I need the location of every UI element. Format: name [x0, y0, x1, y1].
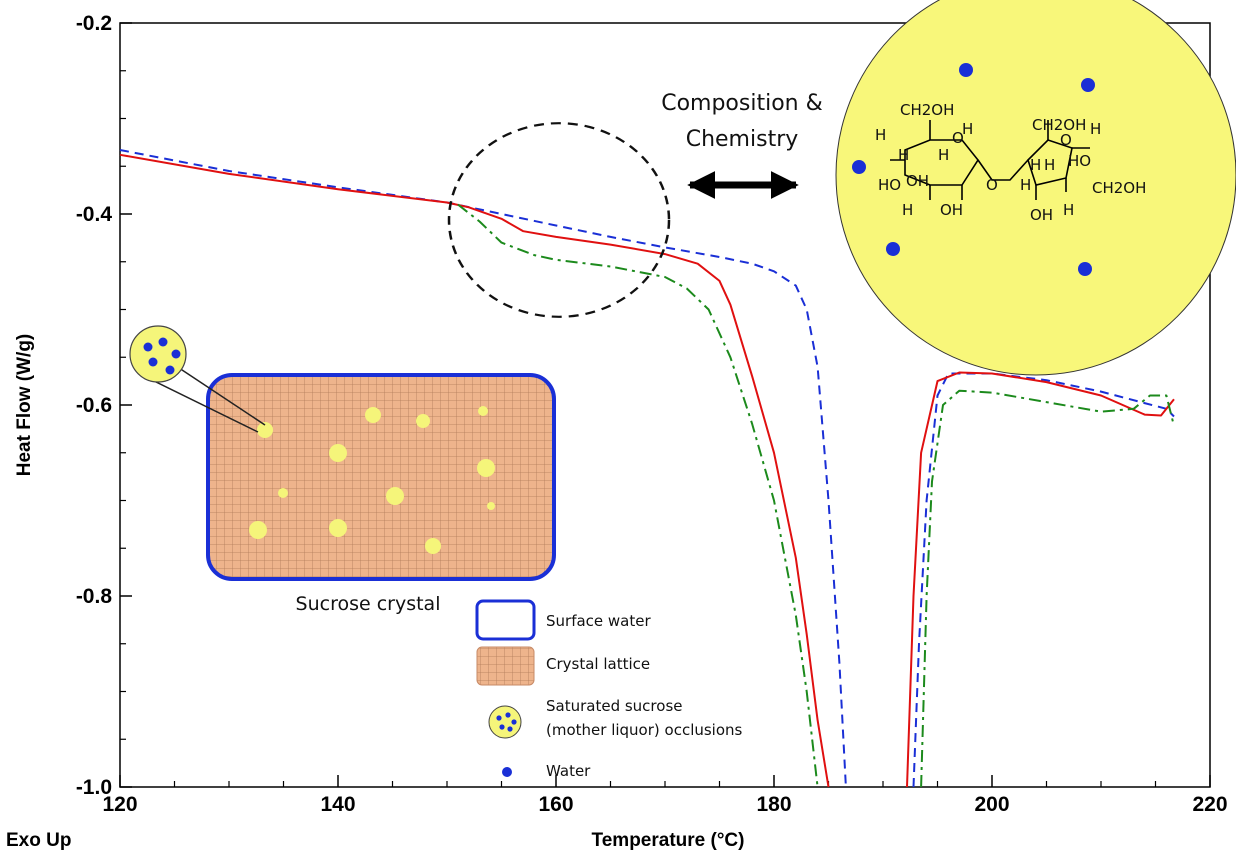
molecule-label: OH	[940, 201, 963, 219]
zoom-line	[166, 359, 266, 426]
molecule-label: H	[962, 120, 973, 138]
sucrose-molecule: CH2OH CH2OH CH2OH H H H H H H H OH OH OH…	[835, 0, 1236, 376]
molecule-label: H	[898, 146, 909, 164]
water-dot-icon	[505, 712, 511, 718]
sucrose-crystal-label: Sucrose crystal	[296, 593, 441, 615]
molecule-label: O	[952, 129, 964, 147]
water-molecule-icon	[886, 242, 900, 256]
sucrose-crystal-inset: Sucrose crystal	[129, 325, 556, 615]
water-dot-icon	[158, 337, 168, 347]
molecule-label: H	[1020, 176, 1031, 194]
x-axis-title: Temperature (°C)	[592, 830, 745, 851]
water-dot-icon	[148, 357, 158, 367]
occlusion-circle	[257, 422, 273, 438]
water-dot-icon	[165, 365, 175, 375]
water-molecule-icon	[1081, 78, 1095, 92]
water-dot-icon	[171, 349, 181, 359]
occlusion-circle	[249, 521, 267, 539]
occlusion-circle	[365, 407, 381, 423]
legend-occlusion-swatch	[488, 705, 522, 739]
legend-surface-water-swatch	[475, 599, 536, 641]
molecule-label: HO	[878, 176, 901, 194]
molecule-label: H	[875, 126, 886, 144]
x-tick-label: 160	[538, 793, 573, 816]
series-line-2-part-1	[119, 153, 830, 788]
y-tick-label: -1.0	[76, 776, 112, 799]
molecule-label: HO	[1068, 152, 1091, 170]
occlusion-circle	[416, 414, 430, 428]
occlusion-circle	[478, 406, 488, 416]
legend-surface-water-label: Surface water	[546, 612, 651, 630]
y-tick-label: -0.6	[76, 394, 112, 417]
molecule-bonds	[890, 120, 1090, 200]
legend-occlusion-label-1: Saturated sucrose	[546, 697, 683, 715]
y-tick-label: -0.2	[76, 12, 112, 35]
crystal-lattice-rect	[206, 373, 556, 581]
x-tick-label: 120	[102, 793, 137, 816]
zoom-line	[151, 379, 259, 433]
water-dot-icon	[496, 715, 502, 721]
occlusion-circle	[386, 487, 404, 505]
chemistry-label: Chemistry	[686, 127, 799, 152]
water-dot-icon	[499, 724, 505, 730]
x-tick-label: 140	[320, 793, 355, 816]
occlusion-circle	[278, 488, 288, 498]
molecule-label: O	[1060, 131, 1072, 149]
water-molecule-icon	[852, 160, 866, 174]
x-tick-label: 200	[974, 793, 1009, 816]
legend-crystal-lattice-swatch	[476, 646, 535, 686]
y-axis-title: Heat Flow (W/g)	[14, 334, 35, 476]
series-line-3-part-2	[920, 389, 1175, 788]
highlight-circle	[447, 122, 671, 318]
occlusion-circle	[329, 519, 347, 537]
y-tick-label: -0.4	[76, 203, 113, 226]
x-tick-label: 220	[1192, 793, 1227, 816]
series-line-1-part-2	[912, 372, 1175, 788]
legend: Surface water Crystal lattice Saturated …	[475, 599, 743, 780]
series-line-3-part-1	[457, 203, 819, 788]
molecule-label: O	[986, 176, 998, 194]
x-tick-label: 180	[756, 793, 791, 816]
molecule-label: OH	[1030, 206, 1053, 224]
molecule-label: H	[1090, 120, 1101, 138]
y-tick-label: -0.8	[76, 585, 113, 608]
molecule-label: CH2OH	[900, 101, 954, 119]
exo-up-label: Exo Up	[6, 830, 71, 851]
molecule-label: CH2OH	[1092, 179, 1146, 197]
molecule-label: H	[1044, 156, 1055, 174]
legend-crystal-lattice-label: Crystal lattice	[546, 655, 650, 673]
water-molecule-icon	[1078, 262, 1092, 276]
series-group	[119, 149, 1175, 788]
composition-label: Composition &	[661, 91, 823, 116]
series-line-2-part-2	[906, 371, 1175, 788]
molecule-label: CH2OH	[1032, 116, 1086, 134]
water-dot-icon	[511, 719, 517, 725]
water-dot-icon	[507, 726, 513, 732]
water-dot-icon	[143, 342, 153, 352]
axes: 120 140 160 180 200 220 -1.0 -0.8 -0.6 -0.4 -0.2 Te…	[6, 12, 1228, 851]
occlusion-circle	[477, 459, 495, 477]
legend-occlusion-label-2: (mother liquor) occlusions	[546, 721, 743, 739]
molecule-label: H	[1030, 156, 1041, 174]
molecule-label: H	[902, 201, 913, 219]
occlusion-circle	[329, 444, 347, 462]
molecule-label: OH	[906, 172, 929, 190]
occlusion-circle	[487, 502, 495, 510]
molecule-label: H	[1063, 201, 1074, 219]
water-molecule-icon	[959, 63, 973, 77]
molecule-label: H	[938, 146, 949, 164]
legend-water-label: Water	[546, 762, 591, 780]
occlusion-circle	[425, 538, 441, 554]
legend-water-swatch	[502, 767, 512, 777]
